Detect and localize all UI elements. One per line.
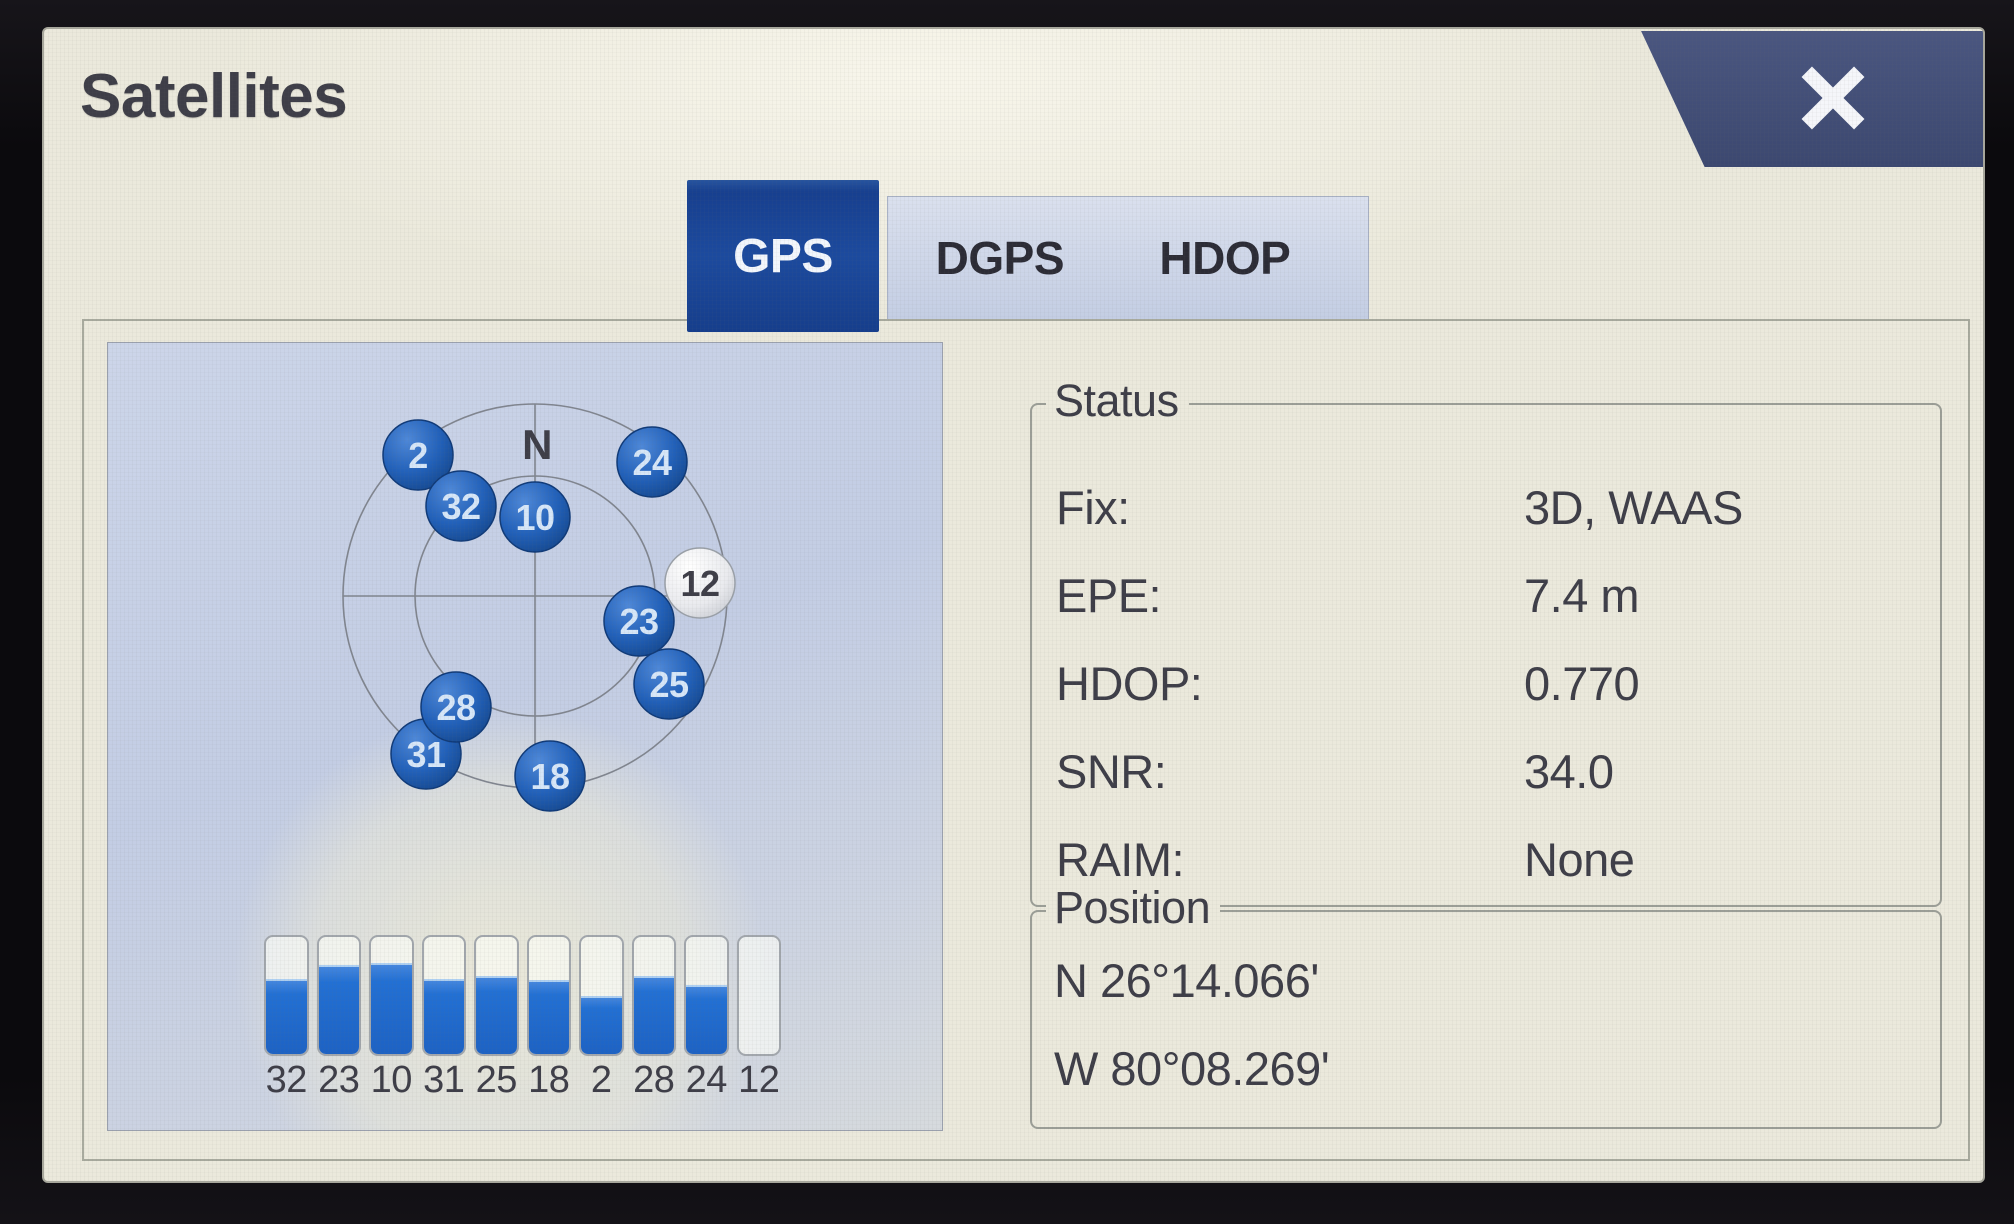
status-row-epe: EPE: 7.4 m: [1056, 551, 1916, 639]
fix-label: Fix:: [1056, 480, 1130, 534]
svg-text:2: 2: [408, 435, 428, 476]
position-group: Position N 26°14.066' W 80°08.269': [1030, 882, 1942, 1129]
snr-bar-fill: [423, 979, 464, 1054]
page-title: Satellites: [80, 62, 348, 131]
fix-value: 3D, WAAS: [1524, 480, 1743, 534]
svg-text:18: 18: [530, 756, 569, 797]
status-row-fix: Fix: 3D, WAAS: [1056, 463, 1916, 551]
satellites-layer: 2 31 12 25 32 10 24 23 28 18: [382, 419, 736, 812]
snr-bar-label: 28: [633, 1059, 675, 1101]
gps-tab-content: [82, 319, 1970, 1161]
tab-hdop[interactable]: HDOP: [1159, 232, 1291, 284]
svg-text:31: 31: [406, 734, 446, 775]
satellite-marker-32: 32: [425, 470, 497, 542]
satellite-marker-18: 18: [514, 740, 586, 812]
snr-bar-label: 24: [685, 1059, 728, 1101]
svg-text:24: 24: [632, 442, 672, 483]
north-label: N: [522, 421, 552, 468]
snr-bar-label: 31: [423, 1059, 465, 1101]
satellite-marker-12: 12: [664, 547, 736, 619]
snr-bar-32: [264, 935, 309, 1056]
close-button[interactable]: [1641, 31, 1983, 167]
snr-label: SNR:: [1056, 744, 1167, 798]
satellite-marker-23: 23: [603, 585, 675, 657]
position-legend: Position: [1046, 882, 1221, 934]
snr-bar-label: 23: [318, 1059, 360, 1101]
snr-bar-25: [474, 935, 519, 1056]
satellite-sky-view: N 2 31 12 25 32 10 24 23 28 18 32 23 10 31 25 18 2 28 24 1…: [107, 342, 943, 1131]
snr-bar-fill: [528, 980, 569, 1054]
snr-bar-fill: [371, 962, 412, 1054]
snr-bar-label: 2: [590, 1059, 612, 1101]
snr-bar-label: 12: [738, 1059, 780, 1101]
snr-bar-23: [316, 935, 361, 1056]
satellite-marker-10: 10: [499, 481, 571, 553]
snr-bar-fill: [266, 979, 307, 1054]
snr-bar-label: 18: [528, 1059, 570, 1101]
snr-bar-18: [526, 935, 571, 1056]
svg-text:25: 25: [649, 664, 689, 705]
svg-text:32: 32: [441, 486, 480, 527]
hdop-value: 0.770: [1524, 656, 1640, 710]
snr-bar-2: [579, 935, 624, 1056]
snr-bar-label: 25: [475, 1059, 518, 1101]
svg-text:10: 10: [515, 497, 554, 538]
snr-bar-label: 32: [265, 1059, 308, 1101]
tab-strip: DGPS HDOP: [887, 196, 1369, 319]
hdop-label: HDOP:: [1056, 656, 1203, 710]
snr-bar-label: 10: [370, 1059, 413, 1101]
tab-gps[interactable]: GPS: [687, 180, 879, 332]
snr-bar-fill: [318, 965, 359, 1054]
snr-bar-28: [631, 935, 676, 1056]
snr-bar-24: [684, 935, 729, 1056]
status-row-snr: SNR: 34.0: [1056, 727, 1916, 815]
status-legend: Status: [1046, 375, 1189, 427]
snr-bar-labels: 32 23 10 31 25 18 2 28 24 12: [264, 1059, 781, 1102]
satellite-marker-2: 2: [382, 419, 454, 491]
snr-bar-fill: [581, 995, 622, 1054]
longitude-value: W 80°08.269': [1054, 1041, 1330, 1095]
close-icon: [1801, 66, 1865, 130]
snr-value: 34.0: [1524, 744, 1614, 798]
status-row-hdop: HDOP: 0.770: [1056, 639, 1916, 727]
snr-bar-fill: [686, 984, 727, 1054]
satellites-dialog: Satellites GPS DGPS HDOP: [42, 27, 1985, 1183]
satellite-marker-28: 28: [420, 671, 492, 743]
skyview-plot: N 2 31 12 25 32 10 24 23 28 18: [342, 403, 736, 812]
satellite-marker-24: 24: [616, 426, 688, 498]
svg-text:12: 12: [680, 563, 719, 604]
epe-value: 7.4 m: [1524, 568, 1640, 622]
svg-text:28: 28: [436, 687, 475, 728]
satellite-marker-25: 25: [633, 648, 705, 720]
snr-bar-fill: [633, 975, 674, 1054]
svg-text:23: 23: [619, 601, 658, 642]
epe-label: EPE:: [1056, 568, 1162, 622]
tab-dgps[interactable]: DGPS: [935, 232, 1065, 284]
raim-label: RAIM:: [1056, 832, 1185, 886]
latitude-value: N 26°14.066': [1054, 953, 1319, 1007]
raim-value: None: [1524, 832, 1635, 886]
snr-bar-31: [421, 935, 466, 1056]
snr-bar-fill: [476, 975, 517, 1054]
snr-bar-10: [369, 935, 414, 1056]
snr-bar-chart: [264, 935, 781, 1056]
snr-bar-12: [736, 935, 781, 1056]
status-row-raim: RAIM: None: [1056, 815, 1916, 903]
status-group: Status Fix: 3D, WAAS EPE: 7.4 m HDOP: 0.…: [1030, 375, 1942, 907]
